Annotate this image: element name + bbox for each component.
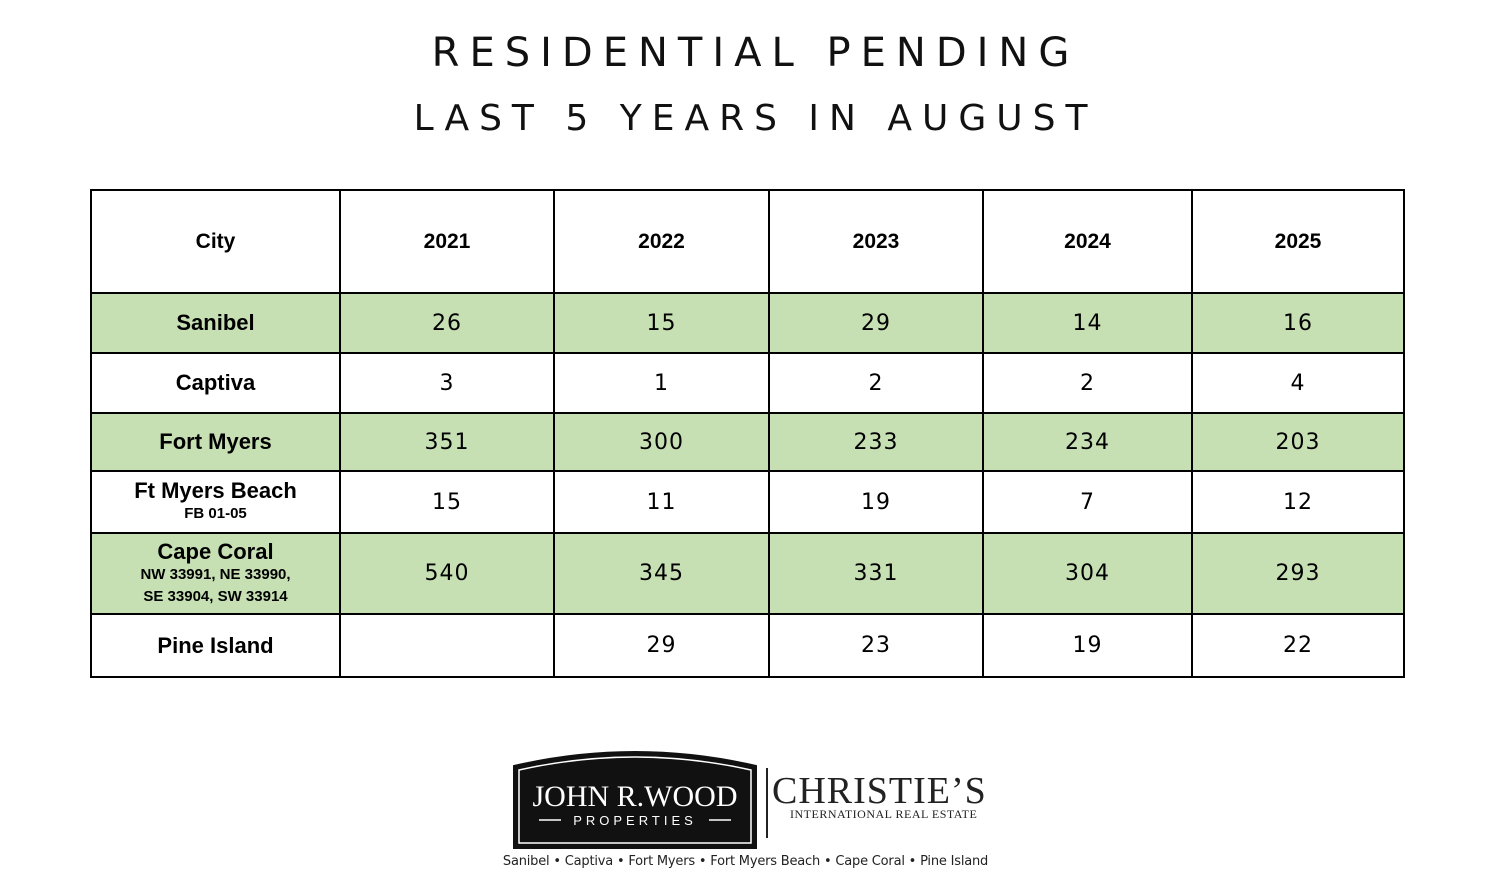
city-name: Captiva — [90, 352, 341, 414]
value-cell: 351 — [339, 412, 555, 472]
logo-divider — [766, 768, 768, 838]
logo-properties-text: PROPERTIES — [573, 813, 697, 828]
table-row: Pine Island 29 23 19 22 — [90, 613, 1405, 678]
value-cell: 2 — [982, 352, 1193, 414]
value-cell: 1 — [553, 352, 770, 414]
value-cell: 14 — [982, 292, 1193, 354]
value-cell: 22 — [1191, 613, 1405, 678]
value-cell: 3 — [339, 352, 555, 414]
page-subtitle: LAST 5 YEARS IN AUGUST — [413, 98, 1098, 139]
header-city: City — [90, 189, 341, 294]
table-row: Captiva 3 1 2 2 4 — [90, 352, 1405, 414]
pending-table: City 2021 2022 2023 2024 2025 Sanibel 26… — [90, 189, 1405, 678]
header-2021: 2021 — [339, 189, 555, 294]
value-cell: 19 — [768, 470, 984, 534]
city-zip-codes-line1: NW 33991, NE 33990, — [140, 565, 291, 583]
value-cell — [339, 613, 555, 678]
value-cell: 540 — [339, 532, 555, 615]
value-cell: 2 — [768, 352, 984, 414]
city-name-main: Ft Myers Beach — [134, 478, 297, 503]
table-header-row: City 2021 2022 2023 2024 2025 — [90, 189, 1405, 294]
value-cell: 234 — [982, 412, 1193, 472]
value-cell: 12 — [1191, 470, 1405, 534]
partner-subtitle: INTERNATIONAL REAL ESTATE — [790, 807, 978, 821]
value-cell: 331 — [768, 532, 984, 615]
header-2022: 2022 — [553, 189, 770, 294]
value-cell: 15 — [553, 292, 770, 354]
value-cell: 7 — [982, 470, 1193, 534]
value-cell: 15 — [339, 470, 555, 534]
john-r-wood-logo: JOHN R.WOOD PROPERTIES — [513, 751, 757, 849]
value-cell: 11 — [553, 470, 770, 534]
table-row: Cape Coral NW 33991, NE 33990, SE 33904,… — [90, 532, 1405, 615]
value-cell: 300 — [553, 412, 770, 472]
value-cell: 23 — [768, 613, 984, 678]
city-zone-codes: FB 01-05 — [184, 505, 247, 522]
value-cell: 203 — [1191, 412, 1405, 472]
partner-name: CHRISTIE’S — [772, 770, 987, 812]
value-cell: 345 — [553, 532, 770, 615]
value-cell: 4 — [1191, 352, 1405, 414]
logo-name-text: JOHN R.WOOD — [533, 780, 738, 813]
city-zip-codes-line2: SE 33904, SW 33914 — [143, 587, 288, 605]
page-title: RESIDENTIAL PENDING — [431, 30, 1080, 76]
city-name: Pine Island — [90, 613, 341, 678]
table-row: Sanibel 26 15 29 14 16 — [90, 292, 1405, 354]
city-name: Sanibel — [90, 292, 341, 354]
city-name: Cape Coral NW 33991, NE 33990, SE 33904,… — [90, 532, 341, 615]
table-row: Fort Myers 351 300 233 234 203 — [90, 412, 1405, 472]
value-cell: 29 — [553, 613, 770, 678]
value-cell: 304 — [982, 532, 1193, 615]
header-2023: 2023 — [768, 189, 984, 294]
value-cell: 29 — [768, 292, 984, 354]
header-2024: 2024 — [982, 189, 1193, 294]
locations-tagline: Sanibel • Captiva • Fort Myers • Fort My… — [502, 854, 989, 869]
header-2025: 2025 — [1191, 189, 1405, 294]
table-row: Ft Myers Beach FB 01-05 15 11 19 7 12 — [90, 470, 1405, 534]
value-cell: 293 — [1191, 532, 1405, 615]
value-cell: 19 — [982, 613, 1193, 678]
city-name: Fort Myers — [90, 412, 341, 472]
value-cell: 233 — [768, 412, 984, 472]
city-name: Ft Myers Beach FB 01-05 — [90, 470, 341, 534]
value-cell: 16 — [1191, 292, 1405, 354]
value-cell: 26 — [339, 292, 555, 354]
city-name-main: Cape Coral — [157, 538, 274, 564]
